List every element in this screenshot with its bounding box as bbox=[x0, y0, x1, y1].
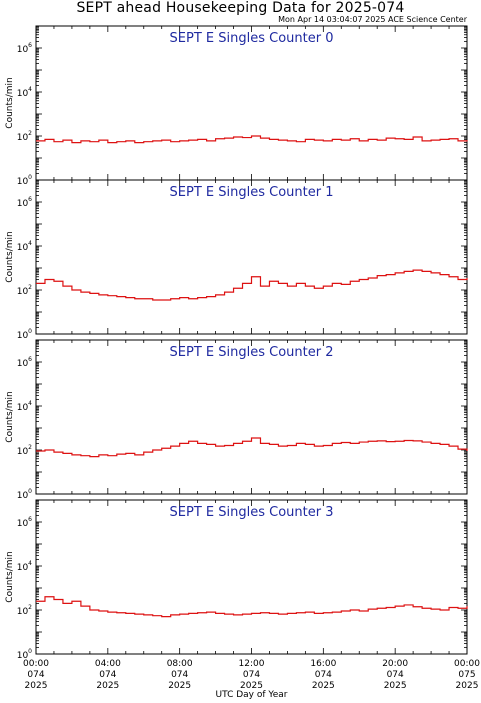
panel-title: SEPT E Singles Counter 0 bbox=[170, 31, 334, 46]
y-axis-label: Counts/min bbox=[5, 551, 15, 602]
y-tick-label: 100 bbox=[17, 648, 32, 661]
x-tick-label-line: 2025 bbox=[168, 681, 191, 691]
figure-title: SEPT ahead Housekeeping Data for 2025-07… bbox=[76, 0, 405, 16]
y-tick-label: 106 bbox=[17, 42, 32, 55]
x-tick-label-line: 2025 bbox=[240, 681, 263, 691]
y-tick-label: 106 bbox=[17, 516, 32, 529]
x-tick-label-line: 00:00 bbox=[454, 659, 480, 669]
panel-2: SEPT E Singles Counter 2 Counts/min 100 102… bbox=[5, 339, 468, 501]
x-tick-label-line: 04:00 bbox=[95, 659, 121, 669]
y-tick-label: 102 bbox=[17, 604, 32, 617]
y-tick-label: 104 bbox=[17, 86, 32, 99]
panel-0: SEPT E Singles Counter 0 Counts/min 100 102… bbox=[5, 25, 468, 187]
x-tick-label-line: 074 bbox=[171, 670, 188, 680]
series-line bbox=[36, 596, 468, 618]
x-tick-label-line: 2025 bbox=[25, 681, 48, 691]
x-tick-label-line: 2025 bbox=[384, 681, 407, 691]
y-tick-label: 104 bbox=[17, 240, 32, 253]
y-axis-label: Counts/min bbox=[5, 231, 15, 282]
y-axis-label: Counts/min bbox=[5, 77, 15, 128]
plot-frame bbox=[35, 179, 468, 335]
x-tick-label-line: 2025 bbox=[312, 681, 335, 691]
y-tick-label: 104 bbox=[17, 400, 32, 413]
y-tick-label: 102 bbox=[17, 284, 32, 297]
series-line bbox=[36, 135, 468, 144]
panel-title: SEPT E Singles Counter 3 bbox=[170, 505, 334, 520]
y-axis-label: Counts/min bbox=[5, 391, 15, 442]
y-tick-label: 100 bbox=[17, 488, 32, 501]
x-tick-label-line: 074 bbox=[27, 670, 44, 680]
timestamp-label: Mon Apr 14 03:04:07 2025 ACE Science Cen… bbox=[278, 15, 467, 24]
x-tick-label-line: 16:00 bbox=[310, 659, 336, 669]
x-tick-label-line: 075 bbox=[458, 670, 475, 680]
series-line bbox=[36, 269, 468, 301]
y-tick-label: 100 bbox=[17, 174, 32, 187]
x-tick-label-line: 2025 bbox=[456, 681, 479, 691]
panel-title: SEPT E Singles Counter 1 bbox=[170, 185, 334, 200]
x-tick-label-line: 074 bbox=[315, 670, 332, 680]
x-axis-label: UTC Day of Year bbox=[216, 690, 288, 700]
x-tick-label-line: 20:00 bbox=[382, 659, 408, 669]
panel-title: SEPT E Singles Counter 2 bbox=[170, 345, 334, 360]
y-tick-label: 102 bbox=[17, 130, 32, 143]
x-tick-label-line: 074 bbox=[243, 670, 260, 680]
x-tick-label-line: 074 bbox=[99, 670, 116, 680]
plot-frame bbox=[35, 25, 468, 181]
plot-frame bbox=[35, 499, 468, 655]
x-tick-label-line: 00:00 bbox=[23, 659, 49, 669]
panel-3: SEPT E Singles Counter 3 Counts/min 100 102… bbox=[5, 499, 468, 661]
x-tick-label-line: 12:00 bbox=[239, 659, 265, 669]
x-tick-label-line: 2025 bbox=[96, 681, 119, 691]
series-line bbox=[36, 437, 468, 458]
y-tick-label: 102 bbox=[17, 444, 32, 457]
y-tick-label: 104 bbox=[17, 560, 32, 573]
plot-frame bbox=[35, 339, 468, 495]
y-tick-label: 106 bbox=[17, 356, 32, 369]
panel-1: SEPT E Singles Counter 1 Counts/min 100 102… bbox=[5, 179, 468, 341]
x-tick-label-line: 08:00 bbox=[167, 659, 193, 669]
y-tick-label: 106 bbox=[17, 196, 32, 209]
x-tick-label-line: 074 bbox=[387, 670, 404, 680]
y-tick-label: 100 bbox=[17, 328, 32, 341]
